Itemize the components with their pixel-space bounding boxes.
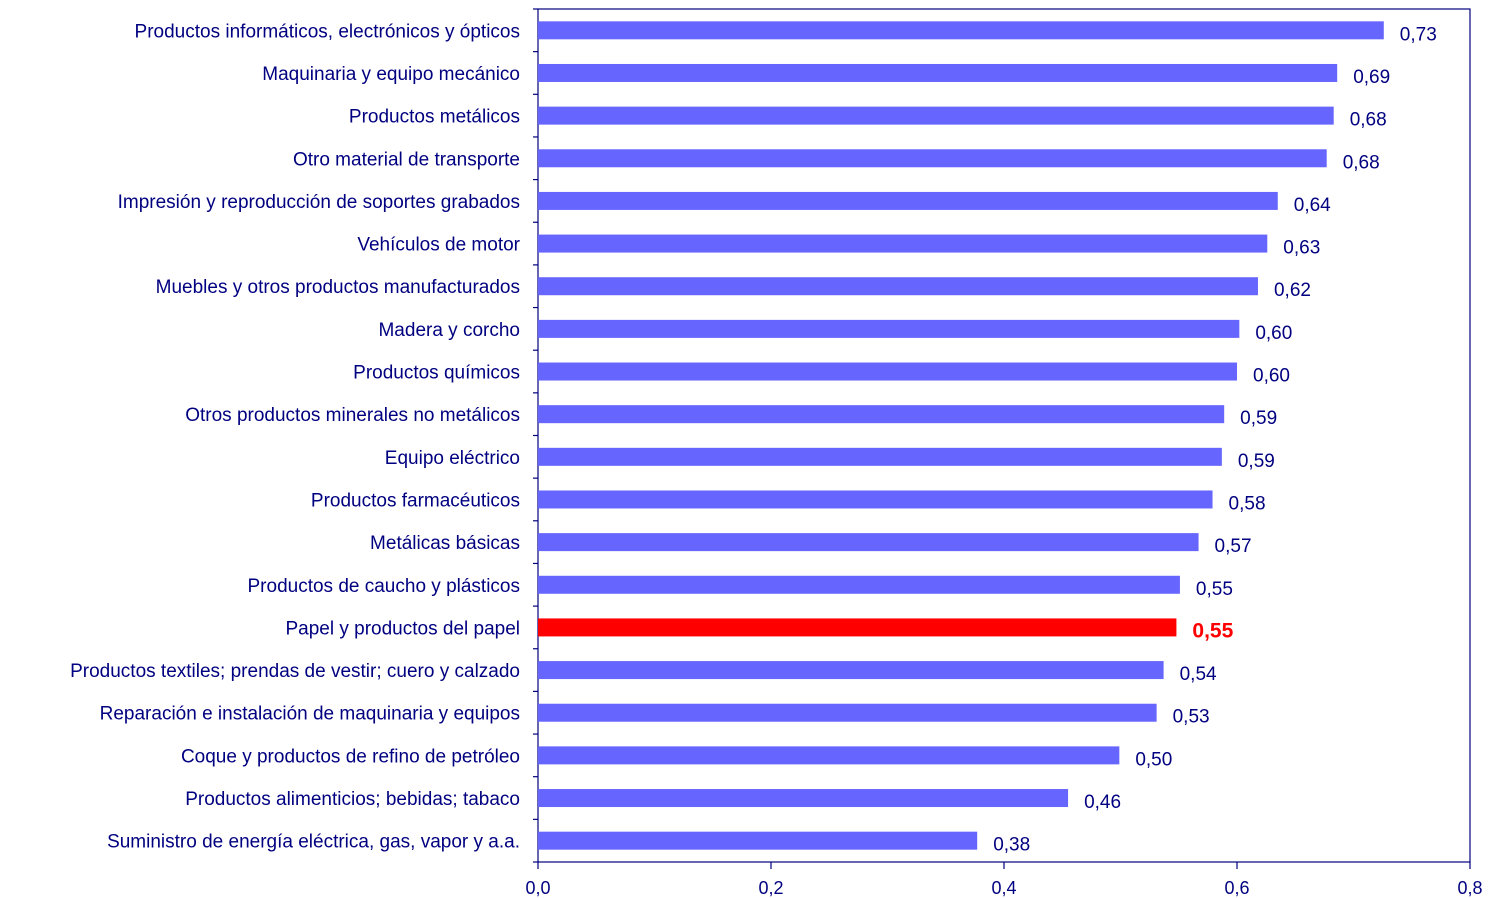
value-label: 0,69	[1353, 67, 1390, 88]
category-label: Equipo eléctrico	[385, 448, 520, 469]
category-label: Maquinaria y equipo mecánico	[262, 64, 520, 85]
value-label: 0,60	[1255, 323, 1292, 344]
bar	[538, 405, 1225, 424]
category-label: Muebles y otros productos manufacturados	[156, 277, 520, 298]
bars-group	[538, 21, 1384, 850]
bar	[538, 63, 1338, 82]
value-label: 0,73	[1400, 24, 1437, 45]
category-label: Productos de caucho y plásticos	[248, 576, 521, 597]
bar-highlighted	[538, 618, 1177, 637]
bar	[538, 575, 1180, 594]
x-axis: 0,0 0,2 0,4 0,6 0,8	[525, 862, 1483, 898]
bar	[538, 234, 1268, 253]
category-label: Productos químicos	[353, 363, 520, 384]
category-label: Productos informáticos, electrónicos y ó…	[135, 21, 520, 42]
value-label: 0,38	[993, 835, 1030, 856]
category-label: Madera y corcho	[378, 320, 520, 341]
category-label: Coque y productos de refino de petróleo	[181, 746, 520, 767]
bar	[538, 447, 1222, 466]
bar	[538, 533, 1199, 552]
value-label: 0,59	[1240, 408, 1277, 429]
value-label: 0,55	[1196, 579, 1233, 600]
category-label: Otros productos minerales no metálicos	[185, 405, 520, 426]
category-label: Productos alimenticios; bebidas; tabaco	[185, 789, 520, 810]
value-label: 0,50	[1135, 749, 1172, 770]
value-label: 0,59	[1238, 451, 1275, 472]
value-label: 0,63	[1283, 238, 1320, 259]
bar	[538, 831, 978, 850]
bar	[538, 362, 1237, 381]
bar	[538, 746, 1120, 765]
value-label: 0,54	[1180, 664, 1217, 685]
bar	[538, 789, 1069, 808]
value-label: 0,46	[1084, 792, 1121, 813]
category-label: Productos farmacéuticos	[311, 490, 520, 511]
value-label: 0,58	[1229, 493, 1266, 514]
category-label: Papel y productos del papel	[286, 618, 521, 639]
value-label: 0,60	[1253, 366, 1290, 387]
x-tick-label: 0,0	[525, 878, 550, 898]
category-label: Suministro de energía eléctrica, gas, va…	[107, 832, 520, 853]
bar	[538, 661, 1164, 680]
category-label: Impresión y reproducción de soportes gra…	[118, 192, 520, 213]
bar	[538, 191, 1278, 210]
category-labels: Productos informáticos, electrónicos y ó…	[70, 21, 521, 852]
category-label: Vehículos de motor	[357, 235, 520, 256]
value-label: 0,57	[1215, 536, 1252, 557]
value-label: 0,62	[1274, 280, 1311, 301]
category-label: Metálicas básicas	[370, 533, 520, 554]
bar	[538, 490, 1213, 509]
bar	[538, 319, 1240, 338]
x-tick-label: 0,4	[991, 878, 1016, 898]
plot-border	[537, 8, 1471, 863]
value-label: 0,68	[1350, 110, 1387, 131]
value-labels: 0,73 0,69 0,68 0,68 0,64 0,63 0,62 0,60 0,60 0,59…	[993, 24, 1437, 855]
category-label: Otro material de transporte	[293, 149, 520, 170]
bar	[538, 277, 1258, 296]
bar	[538, 149, 1327, 168]
bar	[538, 703, 1157, 722]
x-tick-label: 0,6	[1224, 878, 1249, 898]
bar	[538, 21, 1384, 40]
category-label: Productos textiles; prendas de vestir; c…	[70, 661, 520, 682]
value-label: 0,53	[1173, 707, 1210, 728]
x-tick-label: 0,2	[758, 878, 783, 898]
plot-frame	[533, 8, 1471, 863]
value-label: 0,68	[1343, 152, 1380, 173]
x-tick-label: 0,8	[1457, 878, 1482, 898]
bar	[538, 106, 1334, 125]
value-label-highlighted: 0,55	[1192, 619, 1233, 642]
category-label: Productos metálicos	[349, 107, 520, 128]
category-label: Reparación e instalación de maquinaria y…	[100, 704, 520, 725]
value-label: 0,64	[1294, 195, 1331, 216]
